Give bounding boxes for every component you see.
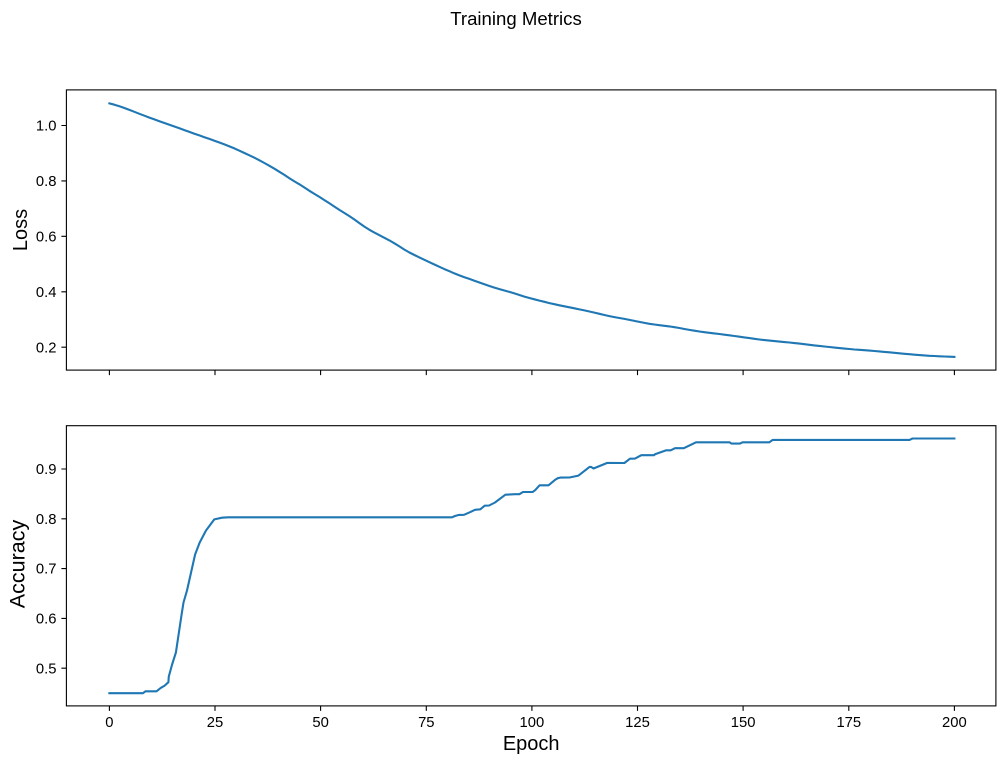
- svg-text:0.9: 0.9: [36, 462, 57, 478]
- svg-text:200: 200: [942, 715, 967, 731]
- svg-text:100: 100: [520, 715, 545, 731]
- svg-text:25: 25: [207, 715, 223, 731]
- svg-text:Loss: Loss: [10, 209, 32, 251]
- svg-text:0.5: 0.5: [36, 661, 57, 677]
- svg-text:0.8: 0.8: [36, 174, 57, 190]
- svg-text:50: 50: [312, 715, 328, 731]
- svg-text:125: 125: [625, 715, 650, 731]
- svg-text:0.4: 0.4: [36, 285, 57, 301]
- svg-text:0.6: 0.6: [36, 612, 57, 628]
- svg-text:0.6: 0.6: [36, 229, 57, 245]
- svg-text:Accuracy: Accuracy: [5, 520, 29, 609]
- svg-text:1.0: 1.0: [36, 119, 57, 135]
- svg-text:0.7: 0.7: [36, 562, 57, 578]
- svg-text:0: 0: [105, 715, 113, 731]
- svg-text:150: 150: [731, 715, 756, 731]
- svg-text:Training Metrics: Training Metrics: [450, 8, 582, 29]
- svg-text:175: 175: [836, 715, 861, 731]
- svg-text:Epoch: Epoch: [503, 733, 560, 755]
- svg-text:0.2: 0.2: [36, 340, 57, 356]
- svg-text:75: 75: [418, 715, 434, 731]
- svg-text:0.8: 0.8: [36, 512, 57, 528]
